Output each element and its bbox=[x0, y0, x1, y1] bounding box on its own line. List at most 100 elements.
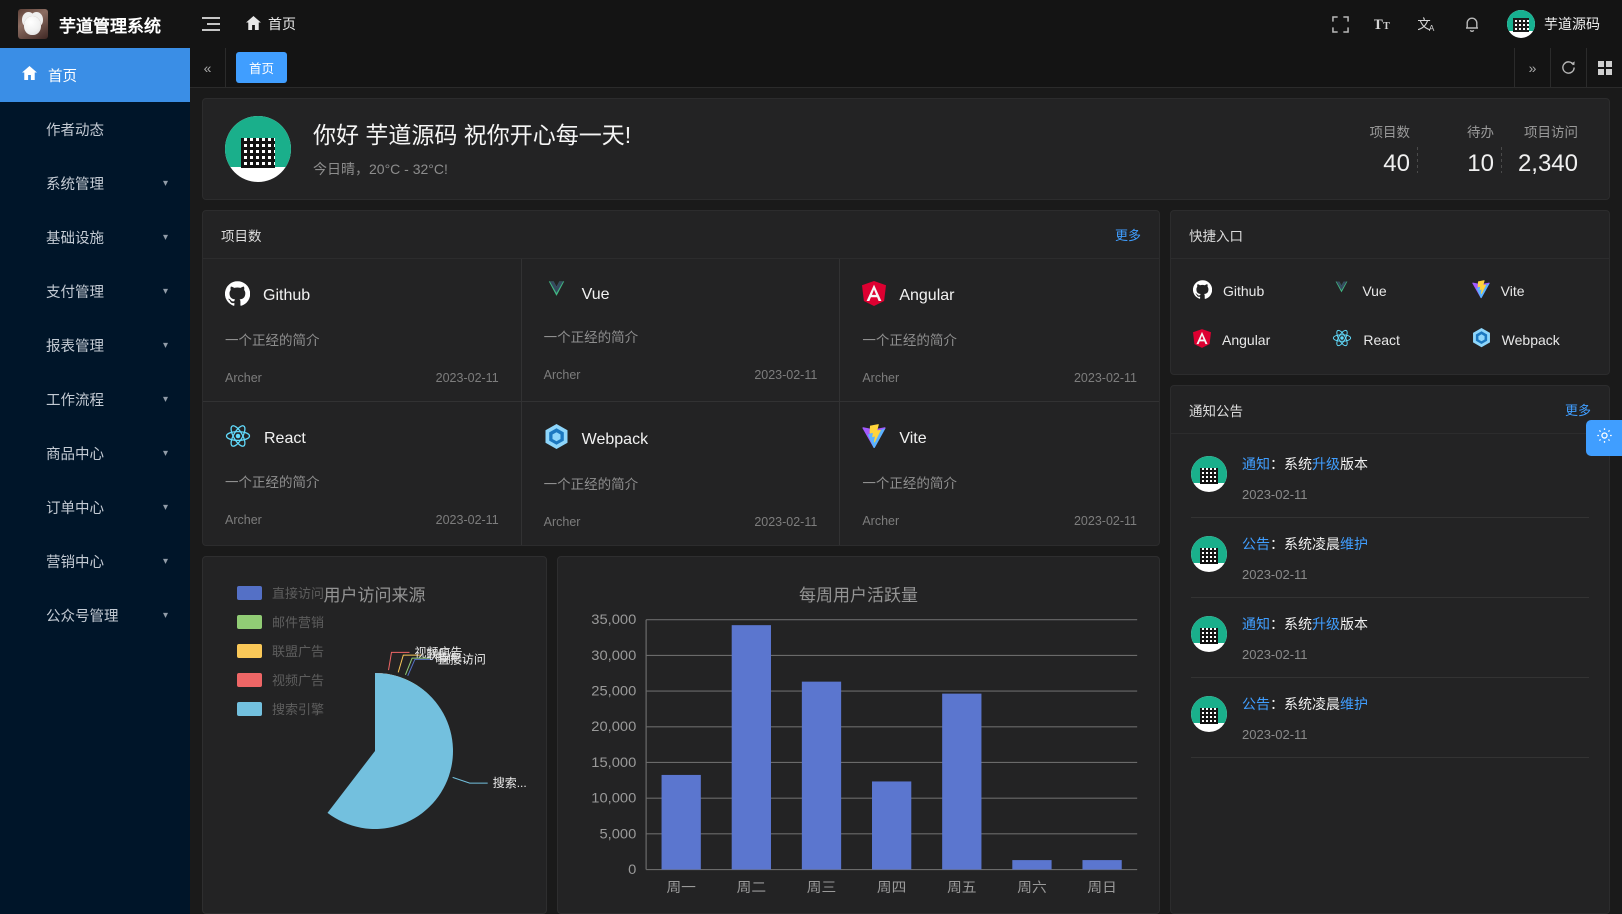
webpack-icon bbox=[544, 424, 569, 455]
legend-swatch bbox=[237, 585, 262, 600]
avatar bbox=[1191, 456, 1227, 492]
visit-source-chart: 用户访问来源 直接访问 邮件营销 bbox=[202, 556, 547, 914]
sidebar-item-pay[interactable]: 支付管理 ▾ bbox=[0, 264, 190, 318]
project-card[interactable]: Vite 一个正经的简介 Archer 2023-02-11 bbox=[840, 402, 1159, 545]
grid-icon[interactable] bbox=[1586, 48, 1622, 87]
list-item[interactable]: 通知：系统升级版本 2023-02-11 bbox=[1191, 438, 1589, 518]
settings-fab[interactable] bbox=[1586, 420, 1622, 456]
sidebar-item-mp[interactable]: 公众号管理 ▾ bbox=[0, 588, 190, 642]
list-item[interactable]: 通知：系统升级版本 2023-02-11 bbox=[1191, 598, 1589, 678]
quick-item-vue[interactable]: Vue bbox=[1320, 275, 1459, 307]
project-card[interactable]: Vue 一个正经的简介 Archer 2023-02-11 bbox=[521, 259, 841, 402]
sidebar-item-marketing[interactable]: 营销中心 ▾ bbox=[0, 534, 190, 588]
project-card[interactable]: Angular 一个正经的简介 Archer 2023-02-11 bbox=[840, 259, 1159, 402]
hamburger-icon[interactable] bbox=[190, 0, 232, 48]
sidebar-item-infra[interactable]: 基础设施 ▾ bbox=[0, 210, 190, 264]
project-date: 2023-02-11 bbox=[754, 368, 818, 382]
sidebar-item-system[interactable]: 系统管理 ▾ bbox=[0, 156, 190, 210]
chevron-double-left-icon[interactable]: « bbox=[190, 48, 226, 87]
projects-grid: Github 一个正经的简介 Archer 2023-02-11 bbox=[203, 259, 1159, 545]
svg-text:周日: 周日 bbox=[1087, 879, 1116, 894]
legend-item[interactable]: 搜索引擎 bbox=[237, 699, 324, 718]
fullscreen-icon[interactable] bbox=[1319, 0, 1361, 48]
quick-item-angular[interactable]: Angular bbox=[1181, 323, 1320, 356]
project-name: Angular bbox=[899, 287, 955, 304]
legend-label: 联盟广告 bbox=[272, 644, 325, 659]
avatar bbox=[1191, 536, 1227, 572]
legend-item[interactable]: 邮件营销 bbox=[237, 612, 324, 631]
legend-swatch bbox=[237, 672, 262, 687]
dashboard-content: 你好 芋道源码 祝你开心每一天! 今日晴，20°C - 32°C! 项目数 40… bbox=[190, 88, 1622, 914]
quick-entry-grid: Github Vue bbox=[1171, 259, 1609, 374]
legend-swatch bbox=[237, 701, 262, 716]
quick-item-webpack[interactable]: Webpack bbox=[1460, 323, 1599, 356]
pie-legend: 直接访问 邮件营销 联盟广告 bbox=[237, 583, 324, 728]
font-size-icon[interactable]: T T bbox=[1363, 0, 1405, 48]
chart-title: 每周用户活跃量 bbox=[799, 586, 918, 605]
brand[interactable]: 芋道管理系统 bbox=[0, 9, 190, 39]
body: 首页 作者动态 系统管理 ▾ 基础设施 ▾ 支付管理 ▾ 报表管理 ▾ bbox=[0, 48, 1622, 914]
app-logo-icon bbox=[18, 9, 48, 39]
project-card[interactable]: Webpack 一个正经的简介 Archer 2023-02-11 bbox=[522, 402, 841, 545]
svg-text:30,000: 30,000 bbox=[591, 647, 636, 662]
github-icon bbox=[224, 281, 251, 311]
notice-title: 公告：系统凌晨维护 bbox=[1242, 536, 1368, 552]
notice-title: 公告：系统凌晨维护 bbox=[1242, 696, 1368, 712]
user-menu[interactable]: 芋道源码 bbox=[1495, 0, 1608, 48]
sidebar-item-label: 工作流程 bbox=[46, 392, 104, 409]
sidebar-item-author-news[interactable]: 作者动态 bbox=[0, 102, 190, 156]
welcome-text: 你好 芋道源码 祝你开心每一天! 今日晴，20°C - 32°C! bbox=[313, 119, 631, 178]
translate-icon[interactable]: 文 A bbox=[1407, 0, 1449, 48]
svg-text:周二: 周二 bbox=[737, 879, 766, 894]
sidebar-item-order[interactable]: 订单中心 ▾ bbox=[0, 480, 190, 534]
project-desc: 一个正经的简介 bbox=[862, 333, 957, 348]
project-head: Vite bbox=[862, 424, 1137, 454]
sidebar-item-report[interactable]: 报表管理 ▾ bbox=[0, 318, 190, 372]
panel-title: 项目数 bbox=[221, 228, 262, 244]
svg-text:T: T bbox=[1383, 21, 1390, 32]
project-desc: 一个正经的简介 bbox=[225, 333, 320, 348]
bell-icon[interactable] bbox=[1451, 0, 1493, 48]
sidebar-item-label: 商品中心 bbox=[46, 446, 104, 463]
svg-text:联盟...: 联盟... bbox=[426, 648, 460, 662]
project-author: Archer bbox=[225, 513, 262, 527]
svg-text:周三: 周三 bbox=[807, 879, 836, 894]
stat-label: 待办 bbox=[1467, 124, 1494, 140]
quick-item-vite[interactable]: Vite bbox=[1460, 275, 1599, 307]
breadcrumb[interactable]: 首页 bbox=[246, 14, 296, 34]
notice-more-link[interactable]: 更多 bbox=[1564, 403, 1591, 418]
refresh-icon[interactable] bbox=[1550, 48, 1586, 87]
sidebar-item-workflow[interactable]: 工作流程 ▾ bbox=[0, 372, 190, 426]
quick-item-react[interactable]: React bbox=[1320, 323, 1459, 356]
projects-more-link[interactable]: 更多 bbox=[1114, 228, 1141, 243]
quick-item-label: Vue bbox=[1362, 283, 1387, 299]
webpack-icon bbox=[1472, 328, 1491, 351]
legend-item[interactable]: 联盟广告 bbox=[237, 641, 324, 660]
project-desc: 一个正经的简介 bbox=[225, 475, 320, 490]
chart-title: 用户访问来源 bbox=[323, 586, 426, 605]
project-author: Archer bbox=[862, 371, 900, 385]
sidebar-item-product[interactable]: 商品中心 ▾ bbox=[0, 426, 190, 480]
sidebar: 首页 作者动态 系统管理 ▾ 基础设施 ▾ 支付管理 ▾ 报表管理 ▾ bbox=[0, 48, 190, 914]
legend-item[interactable]: 直接访问 bbox=[237, 583, 324, 602]
project-name: React bbox=[264, 429, 306, 447]
svg-text:搜索...: 搜索... bbox=[493, 775, 527, 790]
legend-swatch bbox=[237, 614, 262, 629]
chevron-double-right-icon[interactable]: » bbox=[1514, 48, 1550, 87]
project-author: Archer bbox=[543, 368, 581, 382]
project-card[interactable]: Github 一个正经的简介 Archer 2023-02-11 bbox=[203, 259, 522, 402]
quick-item-label: Angular bbox=[1222, 331, 1271, 348]
tab-home[interactable]: 首页 bbox=[236, 52, 288, 83]
list-item[interactable]: 公告：系统凌晨维护 2023-02-11 bbox=[1191, 678, 1589, 758]
chevron-down-icon: ▾ bbox=[162, 447, 168, 459]
quick-item-github[interactable]: Github bbox=[1181, 275, 1320, 307]
legend-item[interactable]: 视频广告 bbox=[237, 670, 324, 689]
projects-panel-header: 项目数 更多 bbox=[203, 211, 1159, 259]
chevron-down-icon: ▾ bbox=[162, 339, 168, 351]
list-item[interactable]: 公告：系统凌晨维护 2023-02-11 bbox=[1191, 518, 1589, 598]
sidebar-item-label: 公众号管理 bbox=[46, 608, 119, 625]
project-card[interactable]: React 一个正经的简介 Archer 2023-02-11 bbox=[203, 402, 522, 545]
quick-item-label: Github bbox=[1223, 283, 1265, 299]
chevron-down-icon: ▾ bbox=[162, 609, 168, 621]
sidebar-item-home[interactable]: 首页 bbox=[0, 48, 190, 102]
